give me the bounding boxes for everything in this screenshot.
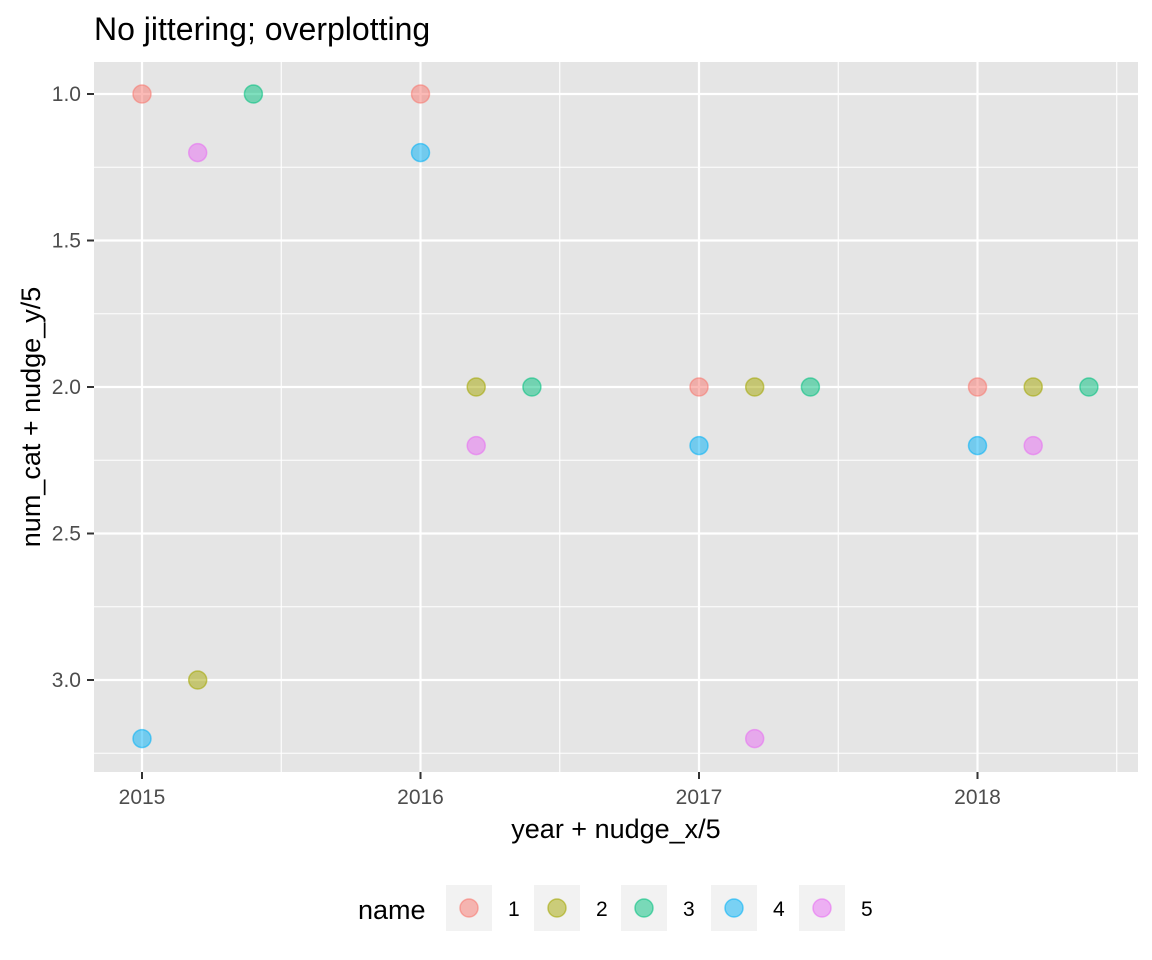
data-point-series-3	[522, 377, 542, 397]
data-point-series-4	[689, 435, 709, 456]
legend-item-5: 5	[799, 885, 873, 931]
legend-swatch	[812, 898, 832, 918]
data-point-series-5	[1023, 435, 1043, 456]
legend-label: 3	[683, 898, 695, 921]
data-point-series-1	[967, 377, 988, 397]
x-tick-label: 2015	[119, 786, 166, 809]
x-tick-label: 2017	[676, 786, 723, 809]
data-point-series-2	[1023, 377, 1043, 397]
x-tick-label: 2018	[954, 786, 1001, 809]
legend-item-2: 2	[534, 885, 608, 931]
data-point-series-5	[187, 142, 208, 163]
y-axis: 1.0 1.5 2.0 2.5 3.0	[52, 83, 94, 692]
data-point-series-5	[466, 435, 486, 456]
grid-lines	[94, 62, 1138, 772]
y-tick-label: 1.0	[52, 83, 81, 106]
data-point-series-3	[1079, 377, 1099, 397]
data-point-series-4	[132, 728, 152, 749]
legend-item-1: 1	[446, 885, 520, 931]
data-point-series-1	[410, 84, 431, 104]
x-axis-title: year + nudge_x/5	[511, 814, 720, 844]
data-point-series-1	[689, 377, 709, 397]
y-tick-label: 3.0	[52, 669, 81, 692]
legend-swatch	[724, 898, 744, 918]
legend-swatch	[459, 898, 479, 918]
legend-items: 1 2 3 4 5	[446, 885, 873, 931]
data-points	[132, 84, 1099, 749]
y-axis-title: num_cat + nudge_y/5	[16, 287, 46, 547]
legend-item-3: 3	[621, 885, 695, 931]
legend-label: 4	[773, 898, 785, 921]
legend-label: 2	[596, 898, 608, 921]
data-point-series-4	[967, 435, 988, 456]
data-point-series-3	[800, 377, 821, 397]
x-axis: 2015 2016 2017 2018	[119, 772, 1001, 809]
legend-swatch	[634, 898, 654, 918]
data-point-series-3	[243, 84, 264, 104]
data-point-series-5	[744, 728, 765, 749]
data-point-series-2	[187, 670, 208, 690]
legend-swatch	[547, 898, 567, 918]
plot-panel	[94, 62, 1138, 772]
legend-label: 5	[861, 898, 873, 921]
y-tick-label: 2.5	[52, 523, 81, 546]
data-point-series-2	[744, 377, 765, 397]
legend-title: name	[358, 895, 426, 925]
legend-item-4: 4	[711, 885, 785, 931]
chart-title: No jittering; overplotting	[94, 11, 430, 47]
y-tick-label: 1.5	[52, 230, 81, 253]
data-point-series-4	[410, 142, 431, 163]
legend: name 1 2 3 4 5	[358, 885, 873, 931]
legend-label: 1	[508, 898, 520, 921]
x-tick-label: 2016	[397, 786, 444, 809]
data-point-series-2	[466, 377, 486, 397]
y-tick-label: 2.0	[52, 376, 81, 399]
data-point-series-1	[132, 84, 152, 104]
